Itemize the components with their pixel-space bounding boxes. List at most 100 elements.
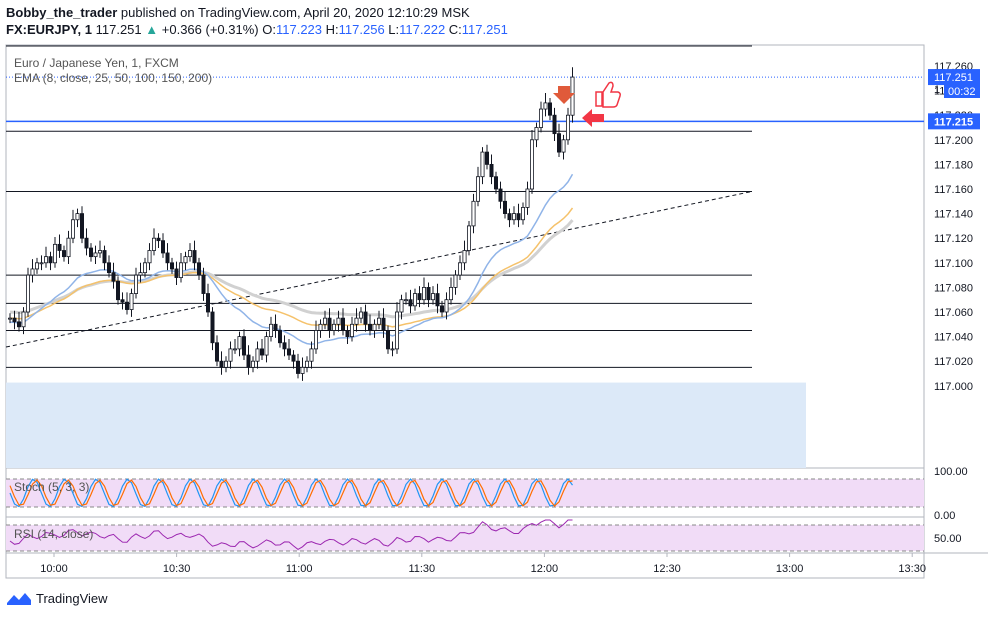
time-tick-label: 12:00 bbox=[531, 563, 559, 575]
candle-body bbox=[480, 151, 485, 178]
candle-body bbox=[160, 240, 165, 254]
candle-body bbox=[174, 268, 179, 278]
author-name[interactable]: Bobby_the_trader bbox=[6, 5, 118, 20]
ema-blue-line bbox=[9, 173, 574, 346]
candle-body bbox=[183, 256, 188, 264]
candle-body bbox=[111, 272, 116, 282]
candle-body bbox=[566, 114, 571, 141]
blue-level-tag bbox=[928, 113, 980, 130]
candle-body bbox=[381, 317, 386, 331]
candle-body bbox=[444, 299, 449, 313]
candle-body bbox=[358, 311, 363, 319]
candle-body bbox=[80, 213, 85, 239]
candle-body bbox=[412, 293, 417, 307]
candle-body bbox=[426, 286, 431, 301]
high-value: 117.256 bbox=[338, 22, 385, 37]
candle-body bbox=[439, 305, 444, 313]
candle-body bbox=[7, 317, 12, 320]
candle-body bbox=[385, 330, 390, 350]
time-tick-label: 13:30 bbox=[898, 563, 926, 575]
candle-body bbox=[62, 250, 67, 258]
candle-body bbox=[512, 213, 517, 221]
left-arrow-icon bbox=[582, 109, 604, 127]
time-tick-label: 13:00 bbox=[776, 563, 804, 575]
candle-body bbox=[394, 311, 399, 350]
candle-body bbox=[543, 102, 548, 110]
candle-body bbox=[35, 262, 40, 270]
candle-body bbox=[403, 299, 408, 302]
candle-body bbox=[142, 262, 147, 274]
candle-body bbox=[196, 262, 201, 276]
open-value: 117.223 bbox=[275, 22, 323, 37]
candle-body bbox=[493, 176, 498, 190]
low-label: L: bbox=[388, 22, 400, 37]
candle-body bbox=[107, 262, 112, 274]
candle-body bbox=[133, 274, 138, 294]
rsi-tick-label: 50.00 bbox=[934, 533, 962, 545]
candlesticks bbox=[7, 67, 575, 381]
time-tick-label: 11:00 bbox=[286, 563, 313, 575]
price-tick-label: 117.160 bbox=[934, 184, 973, 196]
candle-body bbox=[71, 219, 76, 239]
candle-body bbox=[201, 274, 206, 294]
ema-legend: EMA (8, close, 25, 50, 100, 150, 200) bbox=[14, 71, 212, 85]
candle-body bbox=[273, 323, 278, 331]
close-value: 117.251 bbox=[461, 22, 508, 37]
candle-body bbox=[246, 354, 251, 368]
candle-body bbox=[21, 311, 26, 328]
candle-body bbox=[475, 176, 480, 202]
stoch-d-line bbox=[9, 479, 573, 507]
ema-orange-line bbox=[9, 207, 574, 328]
candle-body bbox=[471, 200, 476, 227]
candle-body bbox=[25, 274, 30, 313]
candle-body bbox=[192, 250, 197, 264]
candle-body bbox=[268, 323, 273, 337]
trendline bbox=[5, 190, 753, 348]
brand-label[interactable]: TradingView bbox=[36, 590, 108, 606]
candle-body bbox=[125, 301, 130, 310]
candle-body bbox=[291, 354, 296, 362]
rsi-band bbox=[6, 525, 924, 551]
candle-body bbox=[498, 188, 503, 202]
candle-body bbox=[16, 321, 21, 328]
candle-body bbox=[313, 330, 318, 350]
stoch-legend: Stoch (5, 3, 3) bbox=[14, 480, 89, 494]
ema-lines bbox=[9, 173, 574, 346]
stoch-tick-label: 100.00 bbox=[934, 466, 968, 478]
candle-body bbox=[552, 114, 557, 135]
candle-body bbox=[484, 151, 489, 165]
candle-body bbox=[340, 317, 345, 331]
candle-body bbox=[147, 250, 152, 264]
price-tick-label: 117.180 bbox=[934, 159, 973, 171]
price-tick-label: 117.000 bbox=[934, 381, 973, 393]
candle-body bbox=[457, 262, 462, 276]
time-tick-label: 11:30 bbox=[408, 563, 435, 575]
candle-body bbox=[453, 274, 458, 288]
countdown-tag bbox=[944, 83, 980, 98]
stoch-tick-label: 0.00 bbox=[934, 510, 955, 522]
candle-body bbox=[116, 280, 121, 301]
candle-body bbox=[205, 293, 210, 313]
candle-body bbox=[151, 237, 156, 251]
price-tick-label: 117.040 bbox=[934, 332, 973, 344]
price-tick-label: 117.080 bbox=[934, 282, 973, 294]
candle-body bbox=[214, 342, 219, 362]
time-tick-label: 12:30 bbox=[653, 563, 681, 575]
low-value: 117.222 bbox=[399, 22, 446, 37]
horizontal-levels bbox=[5, 45, 924, 468]
candle-body bbox=[331, 323, 336, 331]
rsi-legend: RSI (14, close) bbox=[14, 527, 93, 541]
candle-body bbox=[138, 272, 143, 276]
candle-body bbox=[399, 299, 404, 313]
candle-body bbox=[327, 317, 332, 331]
chart-header: Bobby_the_trader published on TradingVie… bbox=[6, 4, 508, 38]
candle-body bbox=[44, 256, 49, 264]
candle-body bbox=[309, 348, 314, 362]
candle-body bbox=[129, 293, 134, 310]
oscillators bbox=[6, 478, 924, 552]
candle-body bbox=[48, 256, 53, 264]
candle-body bbox=[367, 323, 372, 331]
down-arrow-icon bbox=[553, 86, 575, 104]
up-triangle-icon: ▲ bbox=[145, 22, 159, 37]
